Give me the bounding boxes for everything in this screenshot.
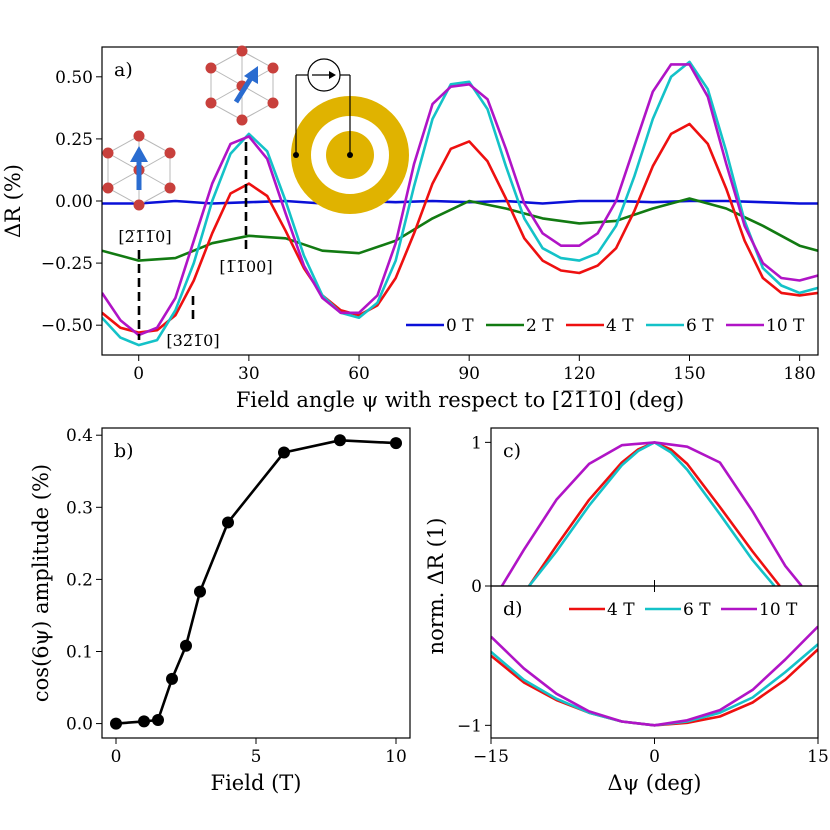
y-tick-label: 0.0 xyxy=(66,715,93,735)
legend-label: 6 T xyxy=(686,316,714,336)
y-axis-label: norm. ΔR (1) xyxy=(424,518,448,655)
y-tick-label: 0.4 xyxy=(66,426,93,446)
data-point xyxy=(152,713,164,726)
x-tick-label: 30 xyxy=(238,364,260,384)
legend-label: 10 T xyxy=(766,316,805,336)
panel-c: 0 1 norm. ΔR (1) c) xyxy=(424,427,819,655)
y-tick-label: 0.1 xyxy=(66,642,93,662)
axes-frame-c xyxy=(490,427,819,587)
legend-label: 4 T xyxy=(607,600,635,620)
y-tick-label: 0 xyxy=(471,577,482,597)
plot-area-a xyxy=(102,60,818,347)
x-tick-label: 60 xyxy=(348,364,370,384)
annotation-label: [32̅1̅0] xyxy=(166,331,219,350)
x-tick-label: 180 xyxy=(783,364,815,384)
y-tick-label: −0.50 xyxy=(41,316,93,336)
data-point xyxy=(278,446,290,459)
x-tick-label: 5 xyxy=(251,747,262,767)
x-tick-label: 10 xyxy=(385,747,407,767)
series-line-c-6-t xyxy=(528,441,776,586)
data-point xyxy=(390,437,402,450)
y-tick-label: −1 xyxy=(457,716,482,736)
data-point xyxy=(180,639,192,652)
x-axis-label: Field angle ψ with respect to [2̅1̅1̅0] … xyxy=(236,388,684,412)
panel-a: 0 30 60 90 120 150 180 −0.50 −0.25 0.00 0.25 0.50 Fi… xyxy=(1,46,819,412)
y-tick-label: 1 xyxy=(471,433,482,453)
crystal-inset-left xyxy=(102,130,176,211)
corbino-disk-icon xyxy=(291,58,409,214)
x-tick-label: 90 xyxy=(458,364,480,384)
series-line-d-10-t xyxy=(491,625,818,727)
y-axis-label: cos(6ψ) amplitude (%) xyxy=(29,464,53,702)
data-point xyxy=(138,715,150,728)
legend-label: 6 T xyxy=(683,600,711,620)
panel-d: −15 0 15 −1 Δψ (deg) d) 4 T 6 T 10 T xyxy=(457,585,829,795)
y-tick-label: −0.25 xyxy=(41,254,93,274)
series-line-d-4-t xyxy=(491,648,818,727)
data-point xyxy=(166,672,178,685)
annotation-label: [1̅1̅00] xyxy=(219,257,272,276)
x-tick-label: 0 xyxy=(649,747,660,767)
data-point xyxy=(334,434,346,447)
series-line-a-4-t xyxy=(102,122,818,334)
legend-label: 10 T xyxy=(759,600,798,620)
series-line-a-2-t xyxy=(102,197,818,262)
x-tick-label: 150 xyxy=(673,364,705,384)
legend-label: 0 T xyxy=(446,316,474,336)
legend-label: 2 T xyxy=(526,316,554,336)
y-tick-label: 0.2 xyxy=(66,570,93,590)
annotation-label: [2̅1̅1̅0] xyxy=(118,227,171,246)
crystal-inset-right xyxy=(205,45,279,126)
x-tick-label: 120 xyxy=(563,364,595,384)
y-tick-label: 0.25 xyxy=(55,130,93,150)
data-point xyxy=(222,516,234,529)
series-line-d-6-t xyxy=(491,643,818,727)
plot-area-d xyxy=(491,625,818,727)
spin-arrow-icon-tilted xyxy=(233,76,254,104)
series-line-b-amplitude xyxy=(115,438,397,725)
plot-area-c xyxy=(500,441,803,586)
data-point xyxy=(110,717,122,730)
y-tick-label: 0.3 xyxy=(66,498,93,518)
axes-frame-b xyxy=(101,427,411,739)
data-point xyxy=(194,585,206,598)
x-tick-label: 0 xyxy=(111,747,122,767)
legend-label: 4 T xyxy=(606,316,634,336)
series-line-c-10-t xyxy=(500,441,803,586)
x-axis-label: Δψ (deg) xyxy=(607,771,701,795)
panel-label: a) xyxy=(114,59,133,81)
panel-label: d) xyxy=(503,598,523,620)
panel-label: c) xyxy=(503,440,521,462)
x-tick-label: −15 xyxy=(473,747,509,767)
y-axis-label: ΔR (%) xyxy=(1,164,25,238)
series-line-c-4-t xyxy=(528,441,781,586)
series-line-a-6-t xyxy=(102,60,818,347)
x-axis-label: Field (T) xyxy=(211,771,302,795)
panel-label: b) xyxy=(114,440,134,462)
series-line-a-10-t xyxy=(102,63,818,337)
x-tick-label: 15 xyxy=(807,747,829,767)
x-tick-label: 0 xyxy=(133,364,144,384)
y-tick-label: 0.00 xyxy=(55,192,93,212)
panel-b: 0 5 10 0.0 0.1 0.2 0.3 0.4 Field (T) cos(6ψ) ampl… xyxy=(29,426,411,795)
y-tick-label: 0.50 xyxy=(55,68,93,88)
plot-area-b xyxy=(115,438,397,725)
